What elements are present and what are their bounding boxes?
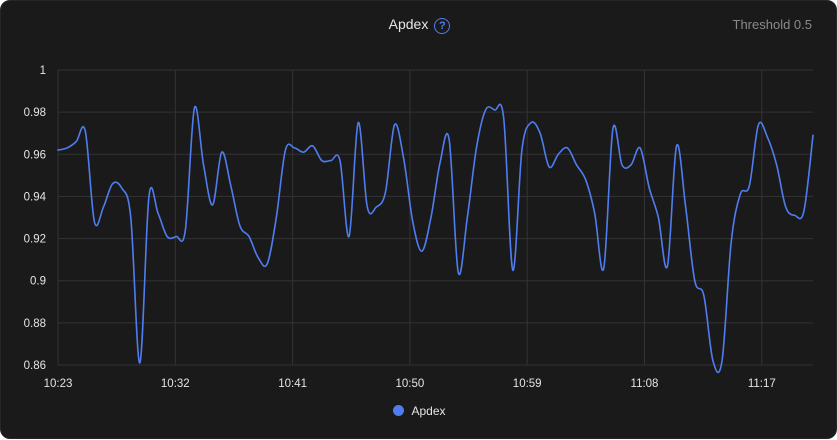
series-line-apdex (57, 103, 814, 374)
threshold-label: Threshold 0.5 (732, 17, 813, 32)
grid-lines (57, 69, 813, 366)
legend-label-apdex: Apdex (411, 404, 446, 418)
y-tick-label: 0.86 (24, 360, 46, 372)
x-axis-ticks: 10:23 10:32 10:41 10:50 10:59 11:08 11:17 (44, 378, 776, 390)
x-tick-label: 10:50 (396, 378, 425, 390)
x-tick-label: 10:59 (513, 378, 542, 390)
x-tick-label: 10:23 (44, 378, 73, 390)
y-tick-label: 0.94 (24, 191, 47, 203)
y-axis-ticks: 1 0.98 0.96 0.94 0.92 0.9 0.88 0.86 (24, 65, 47, 372)
x-tick-label: 10:41 (278, 378, 307, 390)
legend[interactable]: Apdex (1, 404, 837, 418)
x-tick-label: 11:17 (748, 378, 776, 390)
y-tick-label: 0.98 (24, 107, 46, 119)
chart-title-text: Apdex (388, 16, 429, 32)
y-tick-label: 1 (40, 65, 46, 77)
y-tick-label: 0.92 (24, 234, 46, 246)
legend-swatch-apdex (393, 405, 405, 416)
y-tick-label: 0.88 (24, 318, 46, 330)
help-icon[interactable]: ? (434, 18, 451, 34)
x-tick-label: 11:08 (631, 378, 659, 390)
chart-title: Apdex? (1, 15, 837, 34)
x-tick-label: 10:32 (161, 378, 190, 390)
y-tick-label: 0.9 (30, 276, 46, 288)
y-tick-label: 0.96 (24, 149, 46, 161)
